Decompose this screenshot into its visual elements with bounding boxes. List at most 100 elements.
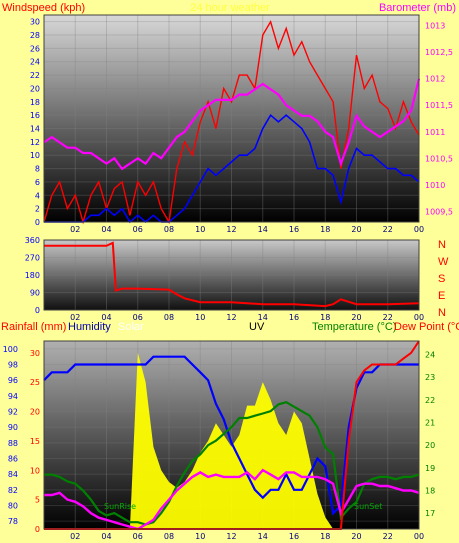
humidity-ytick: 82 [8,486,18,495]
axes: 02 04 06 08 10 12 14 16 18 20 22 000246810121416182… [3,14,453,541]
wind-ytick: 4 [35,191,40,200]
dir-xtick: 00 [414,313,424,322]
legend-uv: UV [249,321,265,333]
wind-xtick: 12 [226,225,236,234]
wind-ytick: 6 [35,178,40,187]
wind-ytick: 12 [30,138,40,147]
baro-ytick: 1009,5 [425,207,453,216]
legend-rainfall: Rainfall (mm) [1,321,66,333]
baro-ytick: 1010,5 [425,154,453,163]
dir-xtick: 02 [70,313,80,322]
wind-ytick: 26 [30,44,40,53]
dir-ytick: 90 [30,289,40,298]
legend-humidity: Humidity [68,321,111,333]
climate-xtick: 14 [258,532,268,541]
baro-ytick: 1012 [425,75,445,84]
climate-xtick: 08 [164,532,174,541]
wind-ytick: 16 [30,111,40,120]
climate-xtick: 18 [320,532,330,541]
baro-ytick: 1010 [425,181,445,190]
wind-ytick: 30 [30,18,40,27]
wind-ytick: 10 [30,151,40,160]
dir-ytick: 180 [25,271,40,280]
legend-solar: Solar [118,321,144,333]
rain-ytick: 0 [35,525,40,534]
panel-frame-1 [43,14,420,223]
temp-ytick: 24 [425,351,435,360]
wind-ytick: 2 [35,205,40,214]
dir-xtick: 06 [133,313,143,322]
wind-ytick: 8 [35,165,40,174]
humidity-ytick: 100 [3,345,18,354]
dir-xtick: 22 [383,313,393,322]
climate-xtick: 16 [289,532,299,541]
baro-ytick: 1012,5 [425,48,453,57]
direction-letters: N W S E N [438,239,449,319]
wind-xtick: 02 [70,225,80,234]
temp-ytick: 21 [425,419,435,428]
wind-xtick: 10 [195,225,205,234]
temp-ytick: 18 [425,486,435,495]
climate-xtick: 04 [101,532,111,541]
baro-ytick: 1011 [425,128,445,137]
climate-xtick: 12 [226,532,236,541]
rain-ytick: 25 [30,378,40,387]
baro-ytick: 1013 [425,22,445,31]
dir-xtick: 18 [320,313,330,322]
direction-panel [44,240,419,310]
humidity-ytick: 84 [8,470,18,479]
dir-xtick: 14 [258,313,268,322]
wind-xtick: 04 [101,225,111,234]
series-lines [43,19,421,531]
solar-area [44,352,419,529]
humidity-ytick: 78 [8,517,18,526]
dir-label-w: W [438,256,449,268]
wind-ytick: 24 [30,58,40,67]
temp-ytick: 17 [425,509,435,518]
dir-xtick: 20 [351,313,361,322]
dir-label-n-bottom: N [438,307,446,319]
wind-xtick: 22 [383,225,393,234]
wind-ytick: 20 [30,84,40,93]
wind-xtick: 14 [258,225,268,234]
dir-xtick: 08 [164,313,174,322]
rain-ytick: 20 [30,408,40,417]
wind-ytick: 0 [35,218,40,227]
temp-ytick: 22 [425,396,435,405]
legend-temperature: Temperature (°C) [312,321,396,333]
dir-ytick: 270 [25,254,40,263]
humidity-ytick: 92 [8,408,18,417]
wind-xtick: 20 [351,225,361,234]
wind-ytick: 18 [30,98,40,107]
dir-label-s: S [438,273,445,285]
wind-xtick: 06 [133,225,143,234]
climate-xtick: 06 [133,532,143,541]
humidity-ytick: 94 [8,392,18,401]
grid-lines [44,15,420,529]
rain-ytick: 15 [30,437,40,446]
wind-xtick: 08 [164,225,174,234]
temp-ytick: 20 [425,441,435,450]
solar-fill [44,352,419,529]
humidity-ytick: 80 [8,502,18,511]
chart-title: 24 hour weather [190,2,270,14]
baro-ytick: 1011,5 [425,101,453,110]
dir-ytick: 0 [35,306,40,315]
rain-ytick: 5 [35,496,40,505]
wind-ytick: 14 [30,125,40,134]
dir-label-e: E [438,290,445,302]
humidity-ytick: 88 [8,439,18,448]
rain-ytick: 10 [30,466,40,475]
temp-ytick: 19 [425,464,435,473]
dir-xtick: 16 [289,313,299,322]
wind-xtick: 16 [289,225,299,234]
humidity-ytick: 90 [8,423,18,432]
dir-ytick: 360 [25,236,40,245]
panel-frame-3 [43,340,420,530]
climate-xtick: 20 [351,532,361,541]
wind-ytick: 22 [30,71,40,80]
climate-xtick: 02 [70,532,80,541]
humidity-ytick: 98 [8,361,18,370]
rain-ytick: 30 [30,349,40,358]
